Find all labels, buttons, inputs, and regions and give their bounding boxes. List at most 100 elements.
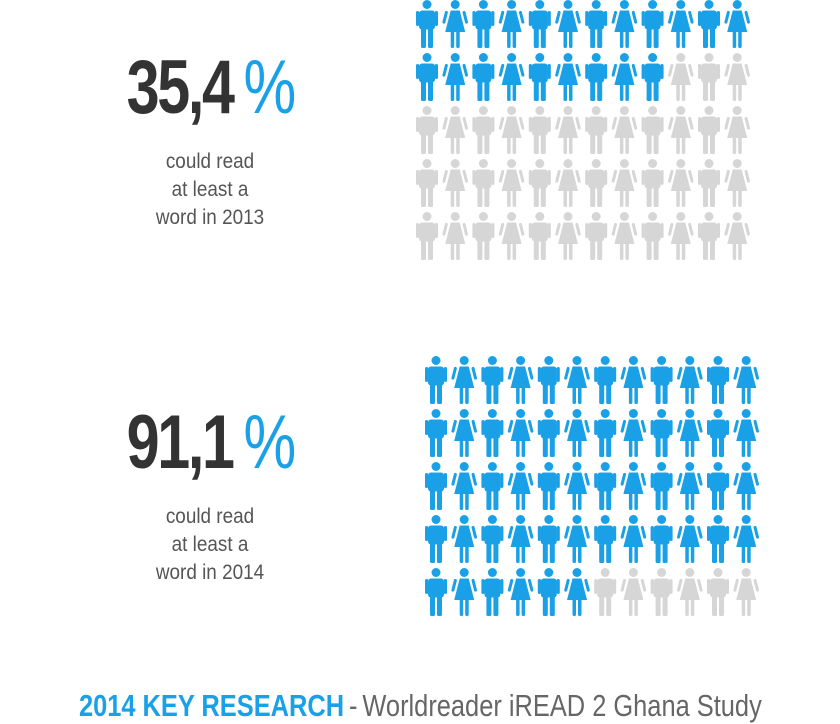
empty-female-icon (555, 159, 581, 207)
empty-female-icon (498, 106, 525, 154)
caption-line: at least a (171, 533, 249, 556)
empty-female-icon (442, 212, 468, 260)
filled-male-icon (425, 462, 447, 510)
empty-female-icon (620, 568, 647, 616)
filled-male-icon (707, 409, 729, 457)
caption-line: word in 2014 (155, 561, 265, 584)
stat-percent-sign: % (243, 45, 296, 130)
filled-female-icon (442, 53, 468, 101)
filled-male-icon (481, 568, 504, 616)
empty-female-icon (677, 568, 703, 616)
empty-male-icon (528, 106, 551, 154)
filled-female-icon (498, 53, 525, 101)
empty-male-icon (698, 53, 720, 101)
filled-female-icon (668, 0, 694, 48)
filled-male-icon (481, 356, 504, 404)
empty-male-icon (472, 159, 495, 207)
filled-female-icon (724, 0, 750, 48)
filled-female-icon (733, 462, 759, 510)
filled-male-icon (537, 568, 560, 616)
filled-female-icon (564, 515, 590, 563)
filled-female-icon (451, 515, 477, 563)
empty-male-icon (585, 106, 608, 154)
empty-male-icon (641, 106, 664, 154)
empty-male-icon (585, 212, 608, 260)
filled-female-icon (620, 356, 647, 404)
filled-female-icon (451, 409, 477, 457)
filled-male-icon (537, 356, 560, 404)
empty-male-icon (585, 159, 608, 207)
filled-male-icon (594, 515, 617, 563)
pictogram-2013 (416, 0, 750, 260)
empty-male-icon (698, 159, 720, 207)
filled-male-icon (537, 409, 560, 457)
empty-male-icon (641, 159, 664, 207)
stat-number: 35,4 (126, 45, 234, 130)
filled-male-icon (528, 0, 551, 48)
empty-male-icon (472, 106, 495, 154)
empty-female-icon (724, 159, 750, 207)
filled-male-icon (481, 462, 504, 510)
filled-male-icon (594, 462, 617, 510)
stat-block-2014: 91,1% could read at least a word in 2014 (0, 405, 420, 587)
empty-female-icon (724, 106, 750, 154)
pictogram-2014 (425, 356, 759, 616)
filled-female-icon (677, 356, 703, 404)
filled-male-icon (528, 53, 551, 101)
filled-female-icon (733, 515, 759, 563)
filled-female-icon (442, 0, 468, 48)
empty-female-icon (611, 159, 638, 207)
empty-female-icon (442, 106, 468, 154)
filled-male-icon (481, 409, 504, 457)
filled-female-icon (555, 53, 581, 101)
filled-female-icon (507, 568, 534, 616)
stat-caption-2013: could read at least a word in 2013 (21, 148, 399, 232)
filled-female-icon (564, 356, 590, 404)
filled-male-icon (707, 515, 729, 563)
stat-block-2013: 35,4% could read at least a word in 2013 (0, 50, 420, 232)
empty-female-icon (668, 159, 694, 207)
empty-male-icon (698, 106, 720, 154)
empty-female-icon (442, 159, 468, 207)
stat-value-2013: 35,4% (126, 50, 296, 126)
empty-male-icon (707, 568, 729, 616)
empty-female-icon (611, 106, 638, 154)
empty-female-icon (733, 568, 759, 616)
empty-male-icon (416, 159, 438, 207)
caption-line: word in 2013 (155, 206, 265, 229)
filled-female-icon (564, 409, 590, 457)
filled-female-icon (564, 568, 590, 616)
filled-female-icon (451, 568, 477, 616)
stat-percent-sign: % (243, 400, 296, 485)
empty-female-icon (668, 53, 694, 101)
empty-male-icon (416, 106, 438, 154)
filled-male-icon (650, 409, 673, 457)
filled-female-icon (611, 0, 638, 48)
filled-female-icon (498, 0, 525, 48)
empty-male-icon (698, 212, 720, 260)
empty-female-icon (668, 106, 694, 154)
caption-line: could read (165, 150, 255, 173)
filled-female-icon (451, 462, 477, 510)
filled-male-icon (641, 0, 664, 48)
stat-value-2014: 91,1% (126, 405, 296, 481)
filled-male-icon (416, 53, 438, 101)
filled-male-icon (425, 515, 447, 563)
empty-male-icon (528, 212, 551, 260)
footer-strong: 2014 KEY RESEARCH (78, 688, 344, 723)
empty-female-icon (611, 212, 638, 260)
filled-male-icon (481, 515, 504, 563)
filled-female-icon (620, 462, 647, 510)
filled-female-icon (555, 0, 581, 48)
filled-female-icon (611, 53, 638, 101)
filled-female-icon (507, 515, 534, 563)
filled-female-icon (733, 356, 759, 404)
footer-title: 2014 KEY RESEARCH - Worldreader iREAD 2 Gh… (0, 688, 840, 724)
empty-female-icon (668, 212, 694, 260)
filled-male-icon (698, 0, 720, 48)
filled-female-icon (564, 462, 590, 510)
empty-male-icon (650, 568, 673, 616)
filled-female-icon (507, 356, 534, 404)
filled-male-icon (472, 53, 495, 101)
empty-female-icon (555, 106, 581, 154)
